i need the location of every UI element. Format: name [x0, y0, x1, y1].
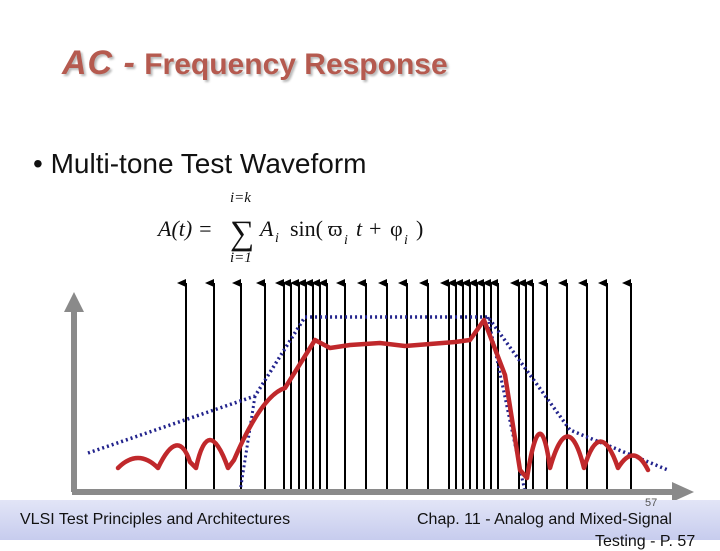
- amplitude-subscript: i: [275, 231, 279, 246]
- footer-chapter-title-cont: Testing - P. 57: [595, 533, 696, 550]
- bullet-marker: •: [33, 148, 43, 179]
- response-curve: [115, 317, 651, 481]
- slide-title: AC - Frequency Response: [62, 44, 448, 83]
- close-paren: ): [416, 216, 423, 241]
- bullet-text: Multi-tone Test Waveform: [50, 148, 367, 179]
- sigma-symbol: ∑: [230, 215, 254, 252]
- phi-subscript: i: [404, 233, 408, 248]
- amplitude-term: A: [258, 216, 274, 241]
- sin-function: sin(: [290, 216, 323, 241]
- omega-symbol: ϖ: [328, 216, 342, 241]
- page-number: 57: [645, 497, 658, 509]
- multitone-formula: i=k A(t) = ∑ A i sin( ϖ i t + φ i ) i=1: [156, 190, 423, 266]
- envelope-dotted-inner-left: [238, 395, 257, 493]
- envelope-dotted-line: [87, 315, 669, 472]
- tone-arrows: [177, 279, 632, 492]
- footer-chapter-title: Chap. 11 - Analog and Mixed-Signal: [417, 511, 672, 528]
- omega-subscript: i: [344, 233, 348, 248]
- t-plus: t +: [356, 216, 382, 241]
- formula-lhs: A(t) =: [156, 216, 213, 241]
- sum-lower-limit: i=1: [230, 250, 252, 266]
- bullet-item: • Multi-tone Test Waveform: [33, 148, 366, 180]
- phi-symbol: φ: [390, 216, 403, 241]
- title-rest: Frequency Response: [135, 48, 448, 81]
- title-ac: AC -: [62, 44, 136, 82]
- footer-course-title: VLSI Test Principles and Architectures: [20, 511, 291, 528]
- sum-upper-limit: i=k: [230, 190, 251, 206]
- x-axis-arrowhead: [672, 482, 694, 502]
- footer-bar: VLSI Test Principles and Architectures C…: [0, 500, 720, 550]
- y-axis-arrowhead: [64, 292, 84, 312]
